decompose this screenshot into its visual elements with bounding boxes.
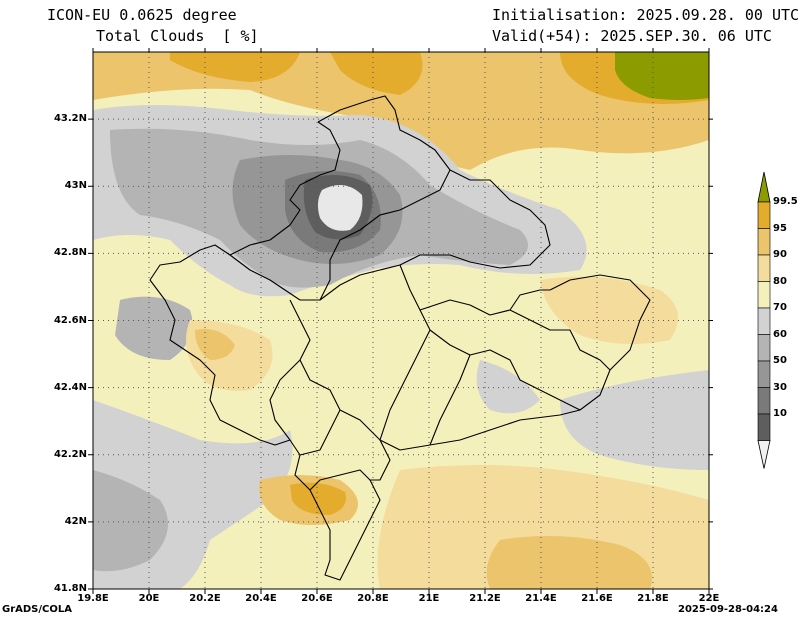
boundary-inner-9 xyxy=(299,409,341,456)
colorbar-swatch xyxy=(757,334,771,362)
boundary-macedonia xyxy=(309,439,391,491)
footer-timestamp: 2025-09-28-04:24 xyxy=(678,604,778,615)
lon-label: 22E xyxy=(698,593,720,604)
colorbar-swatch xyxy=(757,360,771,388)
lat-label: 43N xyxy=(64,180,87,192)
field-max xyxy=(615,52,709,100)
lat-label: 42.2N xyxy=(53,448,87,460)
colorbar-swatch xyxy=(757,307,771,335)
colorbar xyxy=(757,171,771,469)
colorbar-label: 95 xyxy=(773,222,787,234)
lon-label: 20E xyxy=(138,593,160,604)
lon-label: 21.2E xyxy=(469,593,501,604)
field-se-orange xyxy=(486,536,652,589)
boundary-kosovo xyxy=(289,274,651,451)
colorbar-swatch xyxy=(757,228,771,256)
boundary-albania xyxy=(289,439,381,581)
model-title: ICON-EU 0.0625 degree xyxy=(47,6,237,24)
field-west-grey xyxy=(115,296,193,360)
lon-label: 20.6E xyxy=(301,593,333,604)
colorbar-label: 99.5 xyxy=(773,196,798,207)
variable-title: Total Clouds [ %] xyxy=(96,27,259,45)
lon-label: 21.4E xyxy=(525,593,557,604)
axis-ticks xyxy=(88,48,713,594)
boundary-inner-5 xyxy=(429,329,581,411)
boundary-north-outline xyxy=(199,95,551,301)
colorbar-label: 60 xyxy=(773,328,787,340)
lat-label: 43.2N xyxy=(53,113,87,125)
lat-label: 42.4N xyxy=(53,381,87,393)
boundary-inner-2 xyxy=(229,121,341,256)
lon-label: 21.6E xyxy=(581,593,613,604)
lon-label: 20.2E xyxy=(189,593,221,604)
boundary-inner-3 xyxy=(379,264,431,441)
software-credit: GrADS/COLA xyxy=(2,604,72,615)
lon-label: 19.8E xyxy=(77,593,109,604)
colorbar-swatch xyxy=(757,201,771,229)
colorbar-label: 30 xyxy=(773,381,787,393)
colorbar-top-arrow xyxy=(757,171,771,203)
boundary-inner-1 xyxy=(319,169,451,301)
valid-time: Valid(+54): 2025.SEP.30. 06 UTC xyxy=(492,27,772,45)
colorbar-swatch xyxy=(757,281,771,309)
lon-label: 21.8E xyxy=(637,593,669,604)
colorbar-bottom-arrow xyxy=(757,440,771,469)
field-clear-spot xyxy=(317,185,363,231)
lon-label: 20.4E xyxy=(245,593,277,604)
boundary-montenegro-west xyxy=(149,249,291,446)
field-east-grey xyxy=(560,370,709,470)
lat-label: 41.8N xyxy=(53,583,87,594)
lat-label: 42N xyxy=(64,515,87,527)
boundary-inner-8 xyxy=(509,289,550,311)
colorbar-swatch xyxy=(757,413,771,441)
field-patch-top xyxy=(330,52,423,95)
colorbar-swatch xyxy=(757,254,771,282)
colorbar-label: 10 xyxy=(773,408,787,419)
lon-label: 20.8E xyxy=(357,593,389,604)
cloud-field xyxy=(93,52,709,589)
lat-label: 42.8N xyxy=(53,247,87,259)
colorbar-label: 70 xyxy=(773,302,787,313)
boundary-inner-6 xyxy=(269,359,301,441)
field-patch-top2 xyxy=(170,52,300,82)
field-mid-grey xyxy=(476,360,540,414)
colorbar-swatch xyxy=(757,387,771,415)
boundary-inner-4 xyxy=(419,299,611,371)
field-south-orange2 xyxy=(290,482,346,515)
lon-label: 21E xyxy=(418,593,440,604)
colorbar-label: 90 xyxy=(773,249,787,260)
colorbar-label: 50 xyxy=(773,355,787,366)
init-time: Initialisation: 2025.09.28. 00 UTC xyxy=(492,6,800,24)
field-sw-grey2 xyxy=(93,470,168,572)
admin-boundaries xyxy=(149,95,651,581)
lat-label: 42.6N xyxy=(53,314,87,326)
colorbar-label: 80 xyxy=(773,275,787,287)
boundary-inner-7 xyxy=(429,354,471,446)
